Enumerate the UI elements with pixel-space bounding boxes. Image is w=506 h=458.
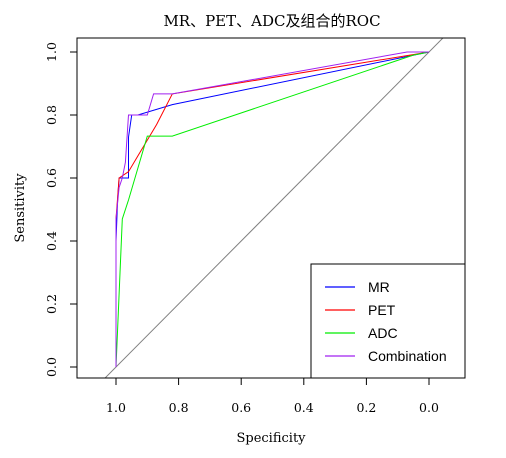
x-tick-label: 0.8 — [169, 400, 189, 415]
y-tick-label: 0.6 — [44, 168, 59, 188]
y-tick-label: 1.0 — [44, 42, 59, 62]
legend-label-mr: MR — [368, 279, 390, 295]
y-axis: 0.0 0.2 0.4 0.6 0.8 1.0 — [44, 42, 78, 377]
y-tick-label: 0.0 — [44, 357, 59, 377]
series-line-mr — [115, 51, 430, 367]
y-tick-label: 0.2 — [44, 294, 59, 314]
series-line-adc — [115, 51, 430, 368]
legend-label-adc: ADC — [368, 325, 398, 341]
x-tick-label: 0.4 — [294, 400, 314, 415]
x-axis-label: Specificity — [236, 431, 306, 446]
chart-title: MR、PET、ADC及组合的ROC — [163, 12, 380, 30]
x-tick-label: 0.6 — [231, 400, 251, 415]
legend-label-pet: PET — [368, 302, 396, 318]
series-line-combination — [115, 51, 429, 367]
legend: MR PET ADC Combination — [310, 263, 466, 379]
legend-box — [310, 263, 466, 379]
y-tick-label: 0.8 — [44, 105, 59, 125]
x-tick-label: 0.0 — [419, 400, 439, 415]
legend-label-combination: Combination — [368, 348, 447, 364]
x-tick-label: 0.2 — [356, 400, 376, 415]
y-axis-label: Sensitivity — [13, 173, 28, 243]
y-tick-label: 0.4 — [44, 231, 59, 251]
x-axis: 1.0 0.8 0.6 0.4 0.2 0.0 — [106, 377, 439, 415]
x-tick-label: 1.0 — [106, 400, 126, 415]
reference-diagonal-line — [104, 38, 444, 378]
